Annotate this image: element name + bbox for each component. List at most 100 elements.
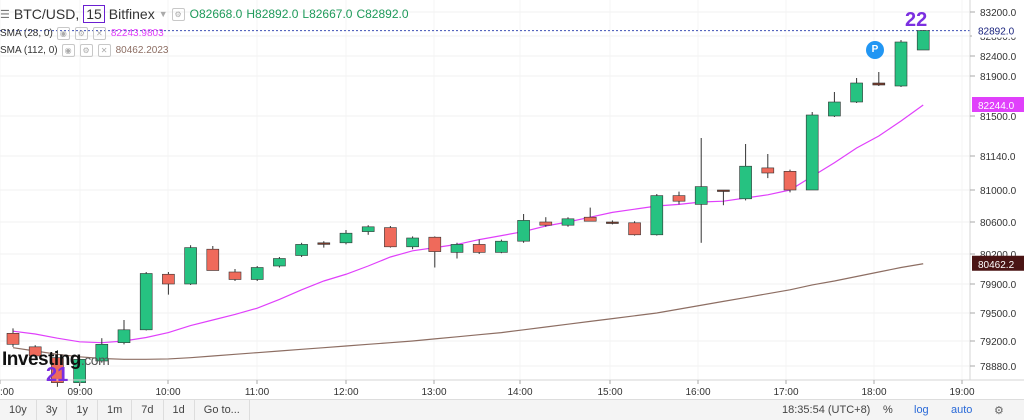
candle[interactable] — [495, 239, 508, 254]
candle[interactable] — [317, 241, 331, 248]
range-7d-button[interactable]: 7d — [132, 400, 164, 420]
candle-body — [805, 114, 819, 191]
menu-icon[interactable]: ☰ — [0, 8, 10, 21]
y-tick-label: 79200.0 — [980, 337, 1017, 348]
investing-logo: Investing.com — [2, 349, 110, 371]
sma-fast-legend: SMA (28, 0) ◉ ⚙ ✕ 82243.9803 — [0, 27, 164, 40]
sma-fast-label: SMA (28, 0) — [0, 28, 53, 39]
candle[interactable] — [428, 236, 442, 268]
candle[interactable] — [139, 272, 153, 331]
candle[interactable] — [628, 221, 641, 236]
settings-icon[interactable]: ⚙ — [171, 7, 185, 21]
candle[interactable] — [916, 30, 930, 51]
candle-body — [95, 344, 109, 362]
gear-icon[interactable]: ⚙ — [79, 44, 93, 57]
close-icon[interactable]: ✕ — [97, 44, 111, 57]
candle[interactable] — [184, 245, 197, 285]
close-icon[interactable]: ✕ — [92, 27, 106, 40]
candle[interactable] — [406, 236, 419, 250]
price-axis[interactable]: 83200.082800.082400.081900.081500.081140… — [970, 8, 1017, 373]
candle[interactable] — [472, 239, 486, 254]
candle-body — [739, 165, 752, 200]
candle-body — [6, 332, 20, 345]
candle[interactable] — [672, 191, 686, 205]
pattern-badge[interactable]: P — [866, 41, 884, 59]
chevron-down-icon[interactable]: ▼ — [158, 9, 168, 19]
candle[interactable] — [339, 230, 353, 245]
candle[interactable] — [583, 207, 597, 222]
candle[interactable] — [95, 338, 109, 363]
y-tick-label: 78880.0 — [980, 362, 1017, 373]
candle[interactable] — [51, 350, 64, 387]
y-tick-label: 80200.0 — [980, 250, 1017, 261]
symbol-name[interactable]: BTC/USD, — [13, 6, 80, 22]
candle-body — [606, 221, 619, 224]
candle[interactable] — [761, 154, 775, 179]
x-tick-label: 15:00 — [597, 387, 622, 398]
candle[interactable] — [273, 257, 286, 268]
candle[interactable] — [250, 266, 264, 281]
candle[interactable] — [872, 72, 886, 86]
candle[interactable] — [117, 320, 131, 345]
candle-body — [850, 82, 863, 103]
auto-toggle[interactable]: auto — [951, 404, 973, 416]
candle[interactable] — [561, 217, 575, 227]
range-1y-button[interactable]: 1y — [67, 400, 98, 420]
candle[interactable] — [850, 78, 863, 103]
candle[interactable] — [206, 246, 220, 271]
logo-suffix: .com — [80, 352, 110, 368]
candle[interactable] — [228, 269, 242, 281]
candle[interactable] — [6, 328, 20, 347]
timeframe[interactable]: 15 — [83, 5, 105, 23]
candle[interactable] — [539, 217, 553, 227]
eye-icon[interactable]: ◉ — [56, 27, 70, 40]
candle[interactable] — [828, 92, 841, 117]
candle[interactable] — [517, 214, 530, 243]
candle-body — [28, 346, 42, 357]
x-tick-label: 19:00 — [949, 387, 974, 398]
settings-icon[interactable]: ⚙ — [994, 404, 1004, 417]
last-price-label: 82892.0 — [972, 22, 1024, 38]
candle[interactable] — [384, 226, 397, 248]
candle-body — [517, 220, 530, 242]
candle-body — [783, 171, 797, 191]
candle[interactable] — [717, 189, 730, 206]
goto-button[interactable]: Go to... — [195, 400, 250, 420]
y-tick-label: 81500.0 — [980, 112, 1017, 123]
ohlc-high: H82892.0 — [246, 7, 299, 21]
ohlc-low: L82667.0 — [302, 7, 353, 21]
sma-slow-price-label: 80462.2 — [972, 255, 1024, 271]
range-1d-button[interactable]: 1d — [164, 400, 195, 420]
candle[interactable] — [805, 112, 819, 191]
candle-body — [916, 30, 930, 51]
percent-toggle[interactable]: % — [883, 404, 893, 416]
candle-body — [694, 186, 708, 205]
candle[interactable] — [694, 138, 708, 243]
range-10y-button[interactable]: 10y — [0, 400, 37, 420]
candle[interactable] — [28, 345, 42, 358]
candle[interactable] — [450, 242, 464, 259]
candle[interactable] — [650, 194, 664, 236]
clock-time: 18:35:54 (UTC+8) — [782, 404, 871, 416]
candle[interactable] — [783, 169, 797, 193]
candle[interactable] — [361, 225, 375, 235]
candle[interactable] — [295, 242, 308, 257]
candle[interactable] — [162, 272, 175, 295]
range-1m-button[interactable]: 1m — [98, 400, 133, 420]
eye-icon[interactable]: ◉ — [61, 44, 75, 57]
x-tick-label: 11:00 — [245, 387, 270, 398]
ohlc-close: C82892.0 — [356, 7, 409, 21]
candle-body — [583, 216, 597, 222]
candle[interactable] — [606, 220, 619, 225]
candle[interactable] — [739, 144, 752, 201]
log-toggle[interactable]: log — [914, 404, 929, 416]
x-tick-label: :00 — [0, 387, 14, 398]
time-axis[interactable]: :00 09:00 10:00 11:00 12:00 13:00 14:00 15:00 16… — [0, 380, 975, 398]
candle[interactable] — [894, 40, 908, 87]
candle-body — [51, 357, 64, 383]
gear-icon[interactable]: ⚙ — [74, 27, 88, 40]
sma-28-line — [12, 104, 924, 344]
range-3y-button[interactable]: 3y — [37, 400, 68, 420]
sma-fast-value: 82243.9803 — [110, 28, 164, 39]
